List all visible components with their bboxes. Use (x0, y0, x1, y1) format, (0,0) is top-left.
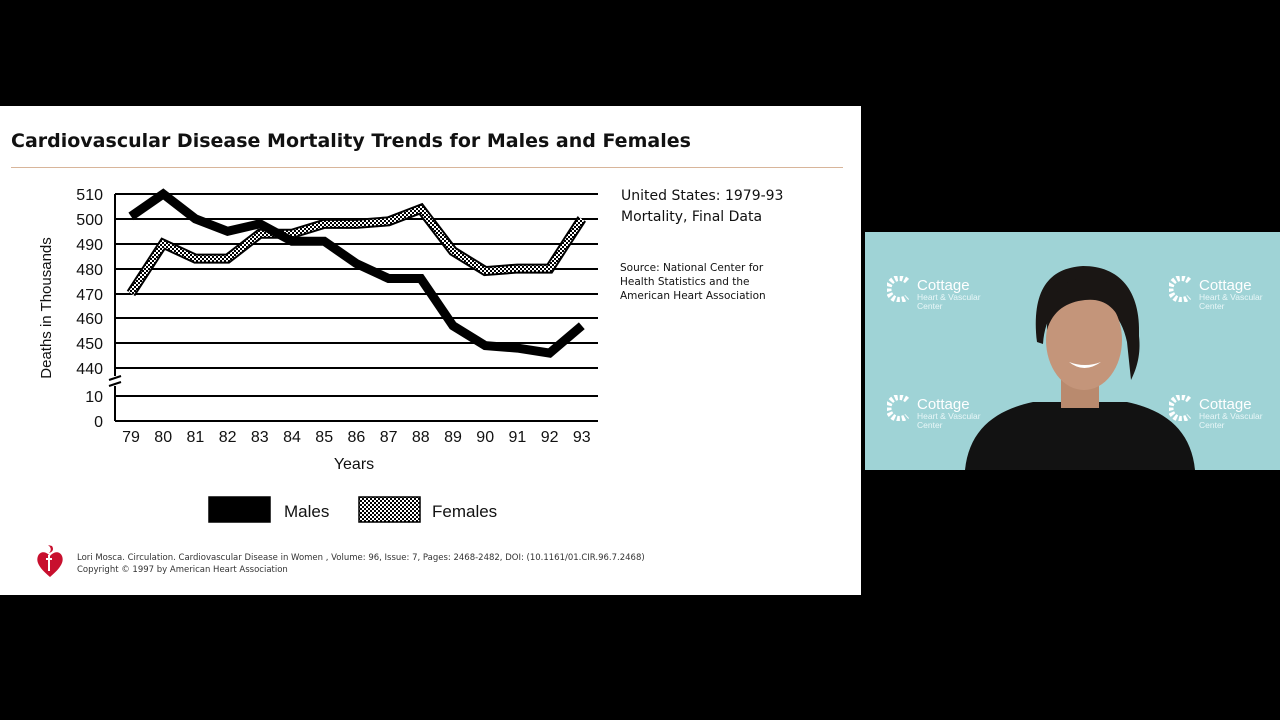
y-tick-label: 470 (76, 287, 103, 304)
y-tick-label: 10 (85, 389, 103, 406)
x-tick-label: 86 (348, 429, 366, 446)
legend-item-females: Females (358, 496, 497, 523)
slide (0, 106, 861, 595)
legend-swatch (358, 496, 421, 523)
brand-name: Cottage (917, 396, 970, 413)
axis-break-mark (108, 375, 122, 381)
presenter-video (965, 266, 1195, 470)
slide-title: Cardiovascular Disease Mortality Trends … (11, 130, 691, 152)
series-females (126, 202, 586, 297)
y-tick-label: 460 (76, 311, 103, 328)
x-tick-label: 82 (219, 429, 237, 446)
y-axis-label: Deaths in Thousands (38, 237, 55, 378)
y-tick-label: 510 (76, 187, 103, 204)
x-tick-label: 91 (509, 429, 527, 446)
cottage-c-icon (887, 395, 910, 421)
y-tick-label: 0 (94, 414, 103, 431)
legend-label: Females (432, 502, 497, 521)
cottage-c-icon (1169, 395, 1192, 421)
title-divider (11, 167, 843, 168)
axis-break-mark (108, 381, 122, 387)
y-tick-label: 450 (76, 336, 103, 353)
brand-sub-1: Heart & Vascular (917, 411, 981, 421)
x-tick-label: 87 (380, 429, 398, 446)
brand-name: Cottage (1199, 277, 1252, 294)
heart-torch-logo-icon (37, 545, 63, 577)
x-tick-label: 85 (315, 429, 333, 446)
x-tick-label: 90 (476, 429, 494, 446)
x-tick-label: 92 (541, 429, 559, 446)
x-tick-label: 88 (412, 429, 430, 446)
x-axis-label: Years (334, 456, 374, 473)
source-line-1: Source: National Center for (620, 262, 764, 274)
source-line-3: American Heart Association (620, 290, 766, 302)
y-tick-label: 480 (76, 262, 103, 279)
x-tick-label: 80 (154, 429, 172, 446)
brand-name: Cottage (1199, 396, 1252, 413)
series-males (128, 188, 585, 358)
brand-sub-2: Center (917, 420, 943, 430)
citation-line-2: Copyright © 1997 by American Heart Assoc… (77, 565, 288, 575)
x-tick-label: 81 (187, 429, 205, 446)
brand-sub-1: Heart & Vascular (1199, 411, 1263, 421)
source-line-2: Health Statistics and the (620, 276, 750, 288)
x-tick-label: 84 (283, 429, 301, 446)
info-line-2: Mortality, Final Data (621, 209, 763, 225)
x-tick-label: 79 (122, 429, 140, 446)
legend-swatch (208, 496, 271, 523)
legend-label: Males (284, 502, 329, 521)
brand-sub-1: Heart & Vascular (1199, 292, 1263, 302)
x-tick-label: 93 (573, 429, 591, 446)
chart: 510 500 490 480 470 460 450 440 10 0 79 80 81 82 83 84 8… (38, 187, 598, 523)
x-tick-label: 89 (444, 429, 462, 446)
webcam-feed: Cottage Heart & Vascular Center Cottage … (865, 232, 1280, 470)
cottage-c-icon (887, 276, 910, 302)
x-tick-label: 83 (251, 429, 269, 446)
brand-sub-2: Center (1199, 301, 1225, 311)
y-tick-label: 490 (76, 237, 103, 254)
y-tick-label: 500 (76, 212, 103, 229)
legend-item-males: Males (208, 496, 329, 523)
y-tick-label: 440 (76, 361, 103, 378)
brand-name: Cottage (917, 277, 970, 294)
cottage-c-icon (1169, 276, 1192, 302)
brand-sub-2: Center (1199, 420, 1225, 430)
info-line-1: United States: 1979-93 (621, 188, 784, 204)
citation-line-1: Lori Mosca. Circulation. Cardiovascular … (77, 553, 645, 563)
brand-sub-2: Center (917, 301, 943, 311)
brand-sub-1: Heart & Vascular (917, 292, 981, 302)
